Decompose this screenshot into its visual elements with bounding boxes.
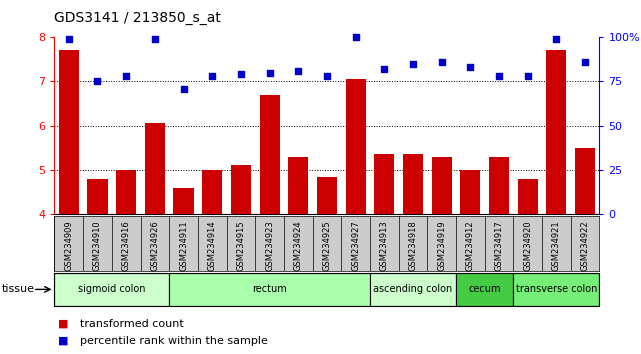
Text: GSM234925: GSM234925 (322, 220, 331, 271)
Text: GSM234920: GSM234920 (523, 220, 532, 271)
Text: transformed count: transformed count (80, 319, 184, 329)
Bar (202, 170, 222, 214)
Text: GSM234922: GSM234922 (581, 220, 590, 271)
Bar (489, 156, 509, 214)
Text: GSM234913: GSM234913 (379, 220, 388, 271)
Point (178, 86, 188, 91)
Text: cecum: cecum (469, 284, 501, 295)
Text: GSM234914: GSM234914 (208, 220, 217, 271)
Bar (431, 156, 452, 214)
Text: GSM234927: GSM234927 (351, 220, 360, 271)
Point (265, 70, 275, 75)
Bar (518, 179, 538, 214)
Text: GSM234918: GSM234918 (408, 220, 417, 271)
Point (522, 73, 533, 79)
Point (351, 34, 361, 40)
Bar (575, 148, 595, 214)
Text: rectum: rectum (252, 284, 287, 295)
Text: GSM234921: GSM234921 (552, 220, 561, 271)
Point (437, 59, 447, 65)
Bar (174, 188, 194, 214)
Point (236, 72, 246, 77)
Bar (374, 154, 394, 214)
Point (150, 36, 160, 42)
Text: GSM234916: GSM234916 (122, 220, 131, 271)
Bar (59, 50, 79, 214)
Bar (231, 166, 251, 214)
Bar (317, 177, 337, 214)
Text: GDS3141 / 213850_s_at: GDS3141 / 213850_s_at (54, 11, 221, 25)
Point (580, 59, 590, 65)
Bar (116, 170, 137, 214)
Text: GSM234912: GSM234912 (466, 220, 475, 271)
Point (207, 73, 217, 79)
Text: ■: ■ (58, 319, 68, 329)
Text: tissue: tissue (2, 284, 35, 295)
Point (121, 73, 131, 79)
Text: GSM234910: GSM234910 (93, 220, 102, 271)
Bar (260, 95, 279, 214)
Bar (54, 273, 169, 306)
Bar (345, 79, 365, 214)
Point (379, 66, 389, 72)
Text: ascending colon: ascending colon (373, 284, 453, 295)
Bar (546, 50, 567, 214)
Text: GSM234924: GSM234924 (294, 220, 303, 271)
Point (63, 36, 74, 42)
Text: transverse colon: transverse colon (515, 284, 597, 295)
Text: ■: ■ (58, 336, 68, 346)
Text: GSM234923: GSM234923 (265, 220, 274, 271)
Bar (456, 273, 513, 306)
Bar (288, 156, 308, 214)
Point (551, 36, 562, 42)
Text: GSM234917: GSM234917 (494, 220, 503, 271)
Point (92, 79, 103, 84)
Point (408, 61, 418, 67)
Bar (370, 273, 456, 306)
Bar (145, 124, 165, 214)
Text: GSM234915: GSM234915 (237, 220, 246, 271)
Text: percentile rank within the sample: percentile rank within the sample (80, 336, 268, 346)
Point (322, 73, 332, 79)
Bar (87, 179, 108, 214)
Bar (513, 273, 599, 306)
Point (293, 68, 303, 74)
Text: GSM234926: GSM234926 (151, 220, 160, 271)
Bar (403, 154, 423, 214)
Text: GSM234919: GSM234919 (437, 220, 446, 271)
Point (494, 73, 504, 79)
Text: GSM234909: GSM234909 (64, 220, 73, 271)
Text: sigmoid colon: sigmoid colon (78, 284, 146, 295)
Bar (460, 170, 480, 214)
Point (465, 64, 476, 70)
Text: GSM234911: GSM234911 (179, 220, 188, 271)
Bar (169, 273, 370, 306)
